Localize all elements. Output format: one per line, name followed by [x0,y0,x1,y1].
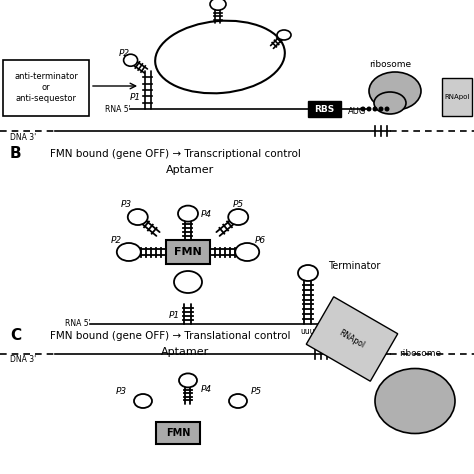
Ellipse shape [124,54,137,66]
Text: anti-terminator: anti-terminator [14,72,78,81]
Text: P3: P3 [116,386,127,395]
Text: ribosome: ribosome [399,349,441,358]
Text: P1: P1 [168,311,180,320]
Ellipse shape [210,0,226,10]
Text: RNA 5': RNA 5' [65,319,91,328]
Text: P2: P2 [118,48,129,57]
Text: P4: P4 [201,210,211,219]
Ellipse shape [117,243,141,261]
Ellipse shape [228,209,248,225]
Text: RBS: RBS [314,104,334,113]
Bar [308,101,341,117]
Text: RNA 5': RNA 5' [105,104,131,113]
Ellipse shape [277,30,291,40]
Text: C: C [10,328,21,343]
Text: Aptamer: Aptamer [161,347,209,357]
Text: RNApol: RNApol [444,94,470,100]
Ellipse shape [128,209,148,225]
Ellipse shape [375,368,455,434]
Ellipse shape [374,92,406,114]
Text: P5: P5 [250,386,262,395]
Text: P5: P5 [232,200,244,209]
Text: AUG: AUG [348,107,366,116]
Text: FMN bound (gene OFF) → Transcriptional control: FMN bound (gene OFF) → Transcriptional c… [50,149,301,159]
Ellipse shape [178,206,198,222]
Text: P4: P4 [201,385,211,394]
Ellipse shape [229,394,247,408]
Text: FMN bound (gene OFF) → Translational control: FMN bound (gene OFF) → Translational con… [50,331,291,341]
Text: P6: P6 [255,236,265,245]
Text: B: B [10,146,22,161]
Circle shape [366,107,372,111]
Circle shape [361,107,365,111]
Text: RNApol: RNApol [337,328,366,350]
Text: P1: P1 [129,92,141,101]
Circle shape [379,107,383,111]
Text: P3: P3 [120,200,132,209]
Text: FMN: FMN [174,247,202,257]
Text: anti-sequestor: anti-sequestor [16,93,76,102]
Bar [442,78,472,116]
Text: P2: P2 [110,236,121,245]
Ellipse shape [179,374,197,387]
Bar [166,240,210,264]
Text: ribosome: ribosome [369,60,411,69]
Text: FMN: FMN [166,428,190,438]
Text: Aptamer: Aptamer [166,165,214,175]
Circle shape [373,107,377,111]
Ellipse shape [298,265,318,281]
Ellipse shape [235,243,259,261]
FancyBboxPatch shape [3,60,89,116]
Bar [156,422,200,444]
Text: DNA 3': DNA 3' [10,133,36,142]
Ellipse shape [134,394,152,408]
Text: uuu: uuu [301,327,315,336]
Text: Terminator: Terminator [328,261,380,271]
Text: or: or [42,82,50,91]
Text: DNA 3': DNA 3' [10,356,36,365]
Ellipse shape [369,72,421,110]
Circle shape [384,107,390,111]
